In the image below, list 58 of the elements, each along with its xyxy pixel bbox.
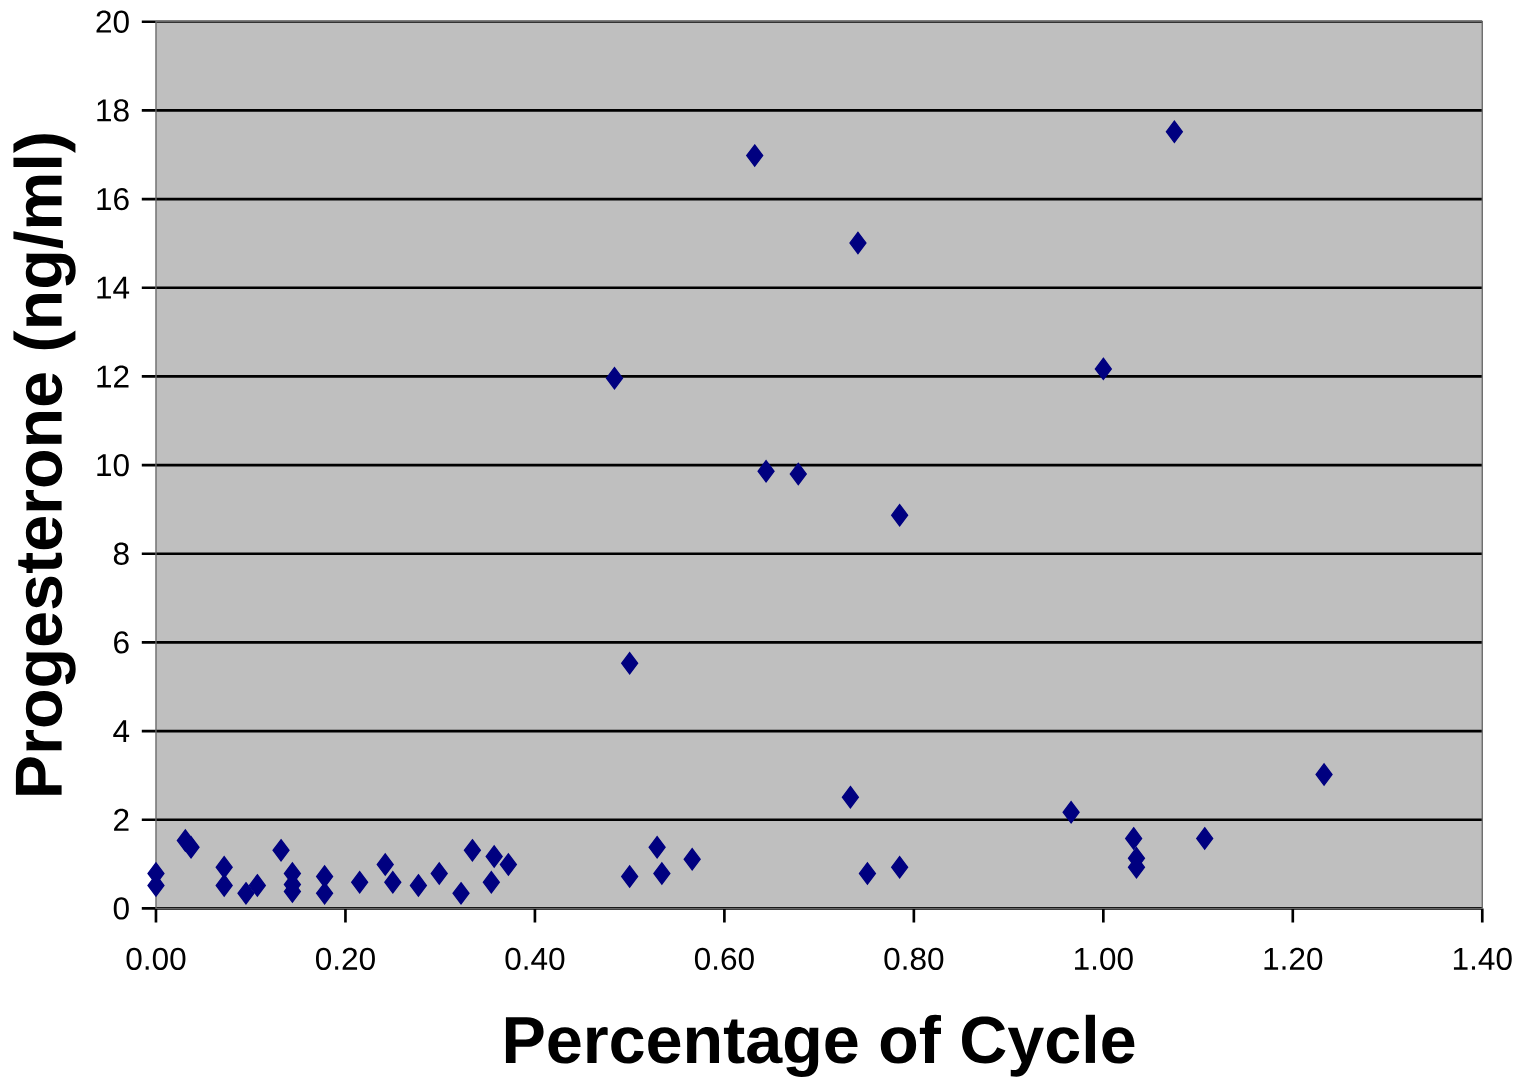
y-tick-label: 8 xyxy=(113,542,129,566)
point xyxy=(182,836,200,859)
point xyxy=(653,862,671,885)
point xyxy=(215,856,233,879)
point xyxy=(621,865,639,889)
point xyxy=(1165,120,1184,144)
point xyxy=(683,848,701,871)
point xyxy=(272,839,290,862)
point xyxy=(648,836,666,859)
point xyxy=(849,231,867,255)
y-tick-label: 6 xyxy=(114,631,129,654)
point xyxy=(605,367,624,390)
point xyxy=(757,460,775,483)
point xyxy=(384,871,402,894)
point xyxy=(482,871,500,894)
point xyxy=(841,786,860,809)
x-tick-label: 0.00 xyxy=(126,947,186,971)
x-tick-label: 1.00 xyxy=(1075,947,1133,971)
point xyxy=(746,144,764,168)
y-tick-label: 14 xyxy=(97,277,130,299)
y-tick-label: 20 xyxy=(96,10,129,34)
y-tick-label: 4 xyxy=(113,720,130,743)
x-tick-label: 0.20 xyxy=(315,947,375,971)
point xyxy=(351,871,369,894)
y-axis-title: Progesterone (ng/ml) xyxy=(13,134,76,795)
x-tick-label: 0.80 xyxy=(884,947,944,971)
x-tick-label: 1.20 xyxy=(1264,947,1323,971)
point xyxy=(789,462,807,486)
point xyxy=(315,882,334,905)
point xyxy=(485,845,503,869)
point xyxy=(430,862,448,885)
point xyxy=(1062,801,1080,824)
x-tick-label: 0.40 xyxy=(505,947,565,971)
point xyxy=(376,853,394,877)
y-tick-label: 0 xyxy=(113,897,129,920)
point xyxy=(891,504,909,527)
point xyxy=(891,856,909,879)
point xyxy=(499,853,518,877)
point xyxy=(1315,763,1333,787)
point xyxy=(248,874,266,897)
x-axis-title: Percentage of Cycle xyxy=(505,1014,1135,1078)
point xyxy=(621,652,639,675)
point xyxy=(1094,357,1112,381)
point xyxy=(452,882,470,905)
point xyxy=(409,874,428,897)
point xyxy=(1125,827,1143,850)
y-tick-label: 18 xyxy=(97,99,129,122)
y-tick-label: 10 xyxy=(97,454,129,477)
point xyxy=(215,874,233,897)
y-tick-label: 2 xyxy=(114,808,129,831)
y-tick-label: 16 xyxy=(97,188,129,211)
y-tick-label: 12 xyxy=(97,365,129,388)
x-tick-label: 1.40 xyxy=(1453,947,1512,971)
point xyxy=(1196,827,1214,850)
point xyxy=(237,882,255,905)
point xyxy=(463,839,482,862)
x-tick-label: 0.60 xyxy=(694,947,754,971)
point xyxy=(858,862,877,885)
